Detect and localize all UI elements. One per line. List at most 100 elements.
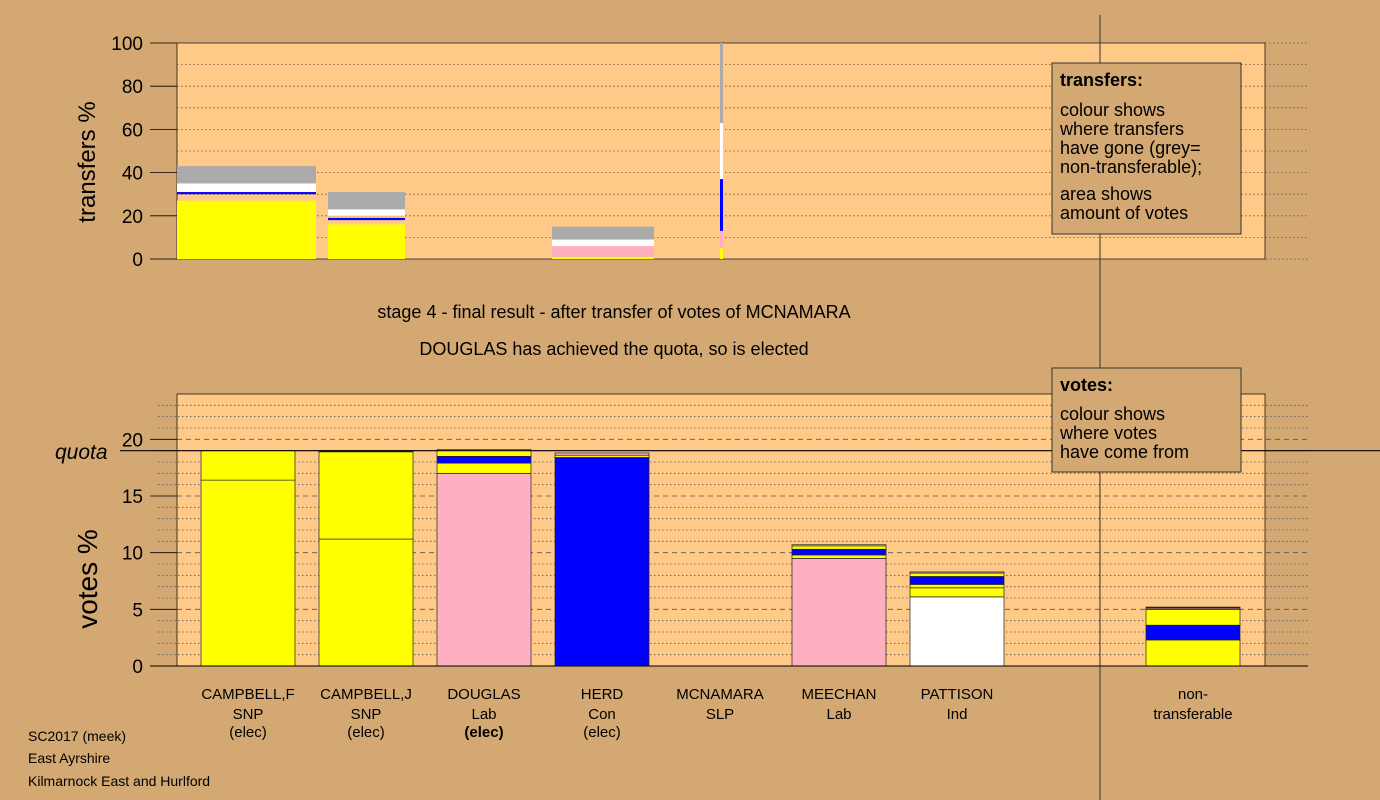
votes-axis-title: votes % bbox=[72, 529, 103, 629]
candidate-party: SNP bbox=[233, 706, 264, 723]
footer-council: East Ayrshire bbox=[28, 750, 110, 766]
footer-election: SC2017 (meek) bbox=[28, 728, 126, 744]
transfer-segment-ind bbox=[177, 183, 316, 193]
transfer-segment-con bbox=[328, 217, 405, 221]
transfer-segment-con bbox=[177, 192, 316, 195]
y-tick-label: 20 bbox=[122, 207, 143, 228]
candidate-party: Lab bbox=[471, 706, 496, 723]
transfer-segment-nontransferable bbox=[328, 192, 405, 210]
vote-bar-douglas bbox=[436, 449, 532, 667]
candidate-name: non- bbox=[1178, 686, 1208, 703]
transfer-segment-snp bbox=[720, 248, 723, 259]
transfers-legend-line: area shows bbox=[1060, 184, 1152, 204]
vote-segment-con bbox=[554, 457, 650, 667]
vote-bar-herd bbox=[554, 452, 650, 667]
vote-segment-snp bbox=[791, 554, 887, 559]
candidate-status: (elec) bbox=[229, 724, 267, 741]
candidate-name: CAMPBELL,F bbox=[201, 686, 294, 703]
transfers-legend-line: colour shows bbox=[1060, 100, 1165, 120]
y-tick-label: 40 bbox=[122, 164, 143, 185]
y-tick-label: 20 bbox=[122, 430, 143, 451]
candidate-name: HERD bbox=[581, 686, 624, 703]
candidate-party: SLP bbox=[706, 706, 734, 723]
y-tick-label: 10 bbox=[122, 544, 143, 565]
vote-segment-snp bbox=[436, 450, 532, 457]
candidate-party: transferable bbox=[1153, 706, 1232, 723]
candidate-name: MCNAMARA bbox=[676, 686, 764, 703]
votes-legend-line: colour shows bbox=[1060, 404, 1165, 424]
transfer-segment-ind bbox=[552, 239, 654, 247]
candidate-name: DOUGLAS bbox=[447, 686, 520, 703]
quota-label: quota bbox=[55, 441, 108, 464]
vote-segment-con bbox=[1145, 624, 1241, 641]
vote-bar-pattison bbox=[909, 571, 1005, 667]
candidate-party: Ind bbox=[947, 706, 968, 723]
vote-segment-snp bbox=[909, 572, 1005, 577]
transfers-legend-line: amount of votes bbox=[1060, 203, 1188, 223]
candidate-status: (elec) bbox=[347, 724, 385, 741]
transfer-segment-nontransferable bbox=[720, 43, 723, 123]
vote-bar-campbell-j bbox=[318, 450, 414, 667]
vote-segment-snp bbox=[1145, 608, 1241, 626]
candidate-party: Con bbox=[588, 706, 616, 723]
vote-segment-lab bbox=[554, 452, 650, 456]
y-tick-label: 100 bbox=[111, 34, 143, 55]
candidate-name: PATTISON bbox=[921, 686, 994, 703]
candidate-status: (elec) bbox=[464, 724, 503, 741]
votes-legend-line: where votes bbox=[1059, 423, 1157, 443]
candidate-name: CAMPBELL,J bbox=[320, 686, 412, 703]
transfer-column-mcnamara bbox=[720, 43, 723, 259]
transfers-axis-title: transfers % bbox=[74, 101, 101, 222]
vote-segment-snp bbox=[436, 462, 532, 474]
vote-segment-ind bbox=[791, 544, 887, 547]
candidate-party: SNP bbox=[351, 706, 382, 723]
vote-segment-snp bbox=[318, 538, 414, 667]
vote-segment-ind bbox=[909, 596, 1005, 667]
transfer-segment-snp bbox=[177, 202, 316, 259]
transfer-segment-ind bbox=[720, 122, 723, 180]
footer-ward: Kilmarnock East and Hurlford bbox=[28, 773, 210, 789]
transfer-column-campbell-j bbox=[328, 192, 405, 259]
votes-legend-title: votes: bbox=[1060, 375, 1113, 395]
vote-segment-con bbox=[436, 455, 532, 464]
quota-heading: DOUGLAS has achieved the quota, so is el… bbox=[419, 339, 808, 359]
transfer-segment-ind bbox=[328, 209, 405, 216]
vote-segment-snp bbox=[200, 450, 296, 481]
transfer-segment-lab bbox=[552, 246, 654, 257]
y-tick-label: 5 bbox=[132, 600, 143, 621]
transfer-segment-con bbox=[720, 179, 723, 231]
y-tick-label: 0 bbox=[132, 250, 143, 271]
transfers-legend: transfers: colour shows where transfers … bbox=[1051, 62, 1242, 235]
transfers-legend-line: where transfers bbox=[1059, 119, 1184, 139]
vote-segment-snp bbox=[791, 545, 887, 550]
transfers-legend-line: non-transferable); bbox=[1060, 157, 1202, 177]
transfer-segment-snp bbox=[328, 224, 405, 227]
vote-bar-non- bbox=[1145, 606, 1241, 667]
transfers-legend-line: have gone (grey= bbox=[1060, 138, 1201, 158]
candidate-status: (elec) bbox=[583, 724, 621, 741]
transfer-segment-snp bbox=[328, 226, 405, 259]
y-tick-label: 80 bbox=[122, 77, 143, 98]
y-tick-label: 15 bbox=[122, 487, 143, 508]
vote-segment-lab bbox=[909, 571, 1005, 574]
transfer-segment-snp bbox=[552, 256, 654, 259]
vote-segment-snp bbox=[200, 479, 296, 667]
y-tick-label: 0 bbox=[132, 657, 143, 678]
transfer-segment-nontransferable bbox=[177, 166, 316, 184]
vote-segment-snp bbox=[318, 451, 414, 540]
transfer-segment-nontransferable bbox=[552, 226, 654, 240]
votes-legend-line: have come from bbox=[1060, 442, 1189, 462]
vote-bar-campbell-f bbox=[200, 450, 296, 667]
candidate-party: Lab bbox=[826, 706, 851, 723]
vote-segment-lab bbox=[436, 472, 532, 667]
vote-segment-lab bbox=[791, 557, 887, 667]
transfer-segment-lab bbox=[720, 230, 723, 249]
vote-segment-con bbox=[909, 576, 1005, 585]
vote-segment-con bbox=[1145, 606, 1241, 609]
vote-bar-meechan bbox=[791, 544, 887, 667]
transfer-column-herd bbox=[552, 226, 654, 259]
transfers-legend-title: transfers: bbox=[1060, 70, 1143, 90]
votes-legend: votes: colour shows where votes have com… bbox=[1051, 367, 1242, 473]
